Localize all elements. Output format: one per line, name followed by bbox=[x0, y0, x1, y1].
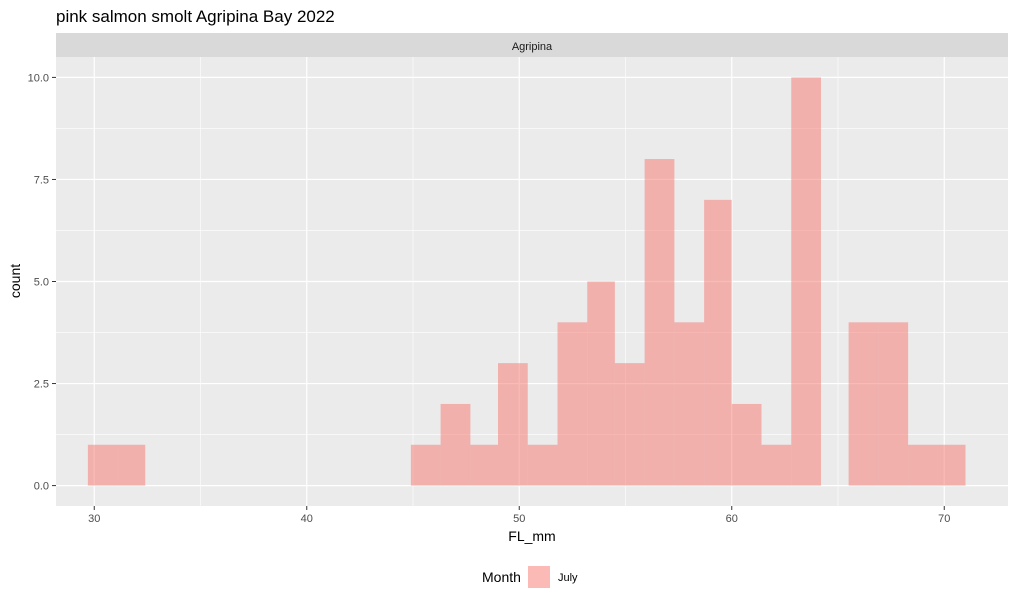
x-tick-label: 30 bbox=[88, 513, 100, 525]
histogram-bar bbox=[117, 444, 146, 486]
legend-title: Month bbox=[482, 569, 521, 585]
y-tick-label: 10.0 bbox=[28, 72, 49, 84]
histogram-bar bbox=[587, 281, 615, 486]
y-tick-label: 2.5 bbox=[34, 379, 49, 391]
histogram-bar bbox=[791, 77, 821, 486]
legend-key-july bbox=[528, 566, 550, 588]
histogram-bar bbox=[937, 444, 966, 486]
histogram-bar bbox=[761, 444, 792, 486]
x-tick-label: 60 bbox=[726, 513, 738, 525]
histogram-bars bbox=[87, 77, 966, 486]
histogram-bar bbox=[704, 199, 732, 486]
legend: Month July bbox=[482, 566, 578, 588]
y-tick-label: 5.0 bbox=[34, 277, 49, 289]
x-tick-label: 70 bbox=[938, 513, 950, 525]
histogram-bar bbox=[848, 322, 879, 486]
facet-strip bbox=[56, 33, 1008, 57]
x-tick-label: 50 bbox=[513, 513, 525, 525]
histogram-bar bbox=[614, 363, 645, 486]
x-tick-label: 40 bbox=[301, 513, 313, 525]
x-axis-title: FL_mm bbox=[508, 528, 555, 544]
facet-strip-label: Agripina bbox=[512, 41, 553, 53]
legend-label-july: July bbox=[558, 572, 578, 584]
y-tick-label: 7.5 bbox=[34, 174, 49, 186]
histogram-bar bbox=[410, 444, 441, 486]
axes: 30 40 50 60 70 0.0 2.5 5.0 7.5 10.0 bbox=[28, 72, 951, 525]
y-tick-label: 0.0 bbox=[34, 481, 49, 493]
histogram-bar bbox=[440, 403, 471, 486]
histogram-bar bbox=[674, 322, 705, 486]
histogram-bar bbox=[527, 444, 558, 486]
chart-title: pink salmon smolt Agripina Bay 2022 bbox=[56, 7, 335, 26]
histogram-bar bbox=[470, 444, 498, 486]
histogram-bar bbox=[644, 159, 675, 486]
histogram-bar bbox=[731, 403, 762, 486]
histogram-bar bbox=[878, 322, 909, 486]
histogram-bar bbox=[498, 363, 528, 486]
histogram-bar bbox=[908, 444, 938, 486]
histogram-bar bbox=[557, 322, 588, 486]
histogram-bar bbox=[87, 444, 118, 486]
y-axis-title: count bbox=[7, 264, 23, 298]
